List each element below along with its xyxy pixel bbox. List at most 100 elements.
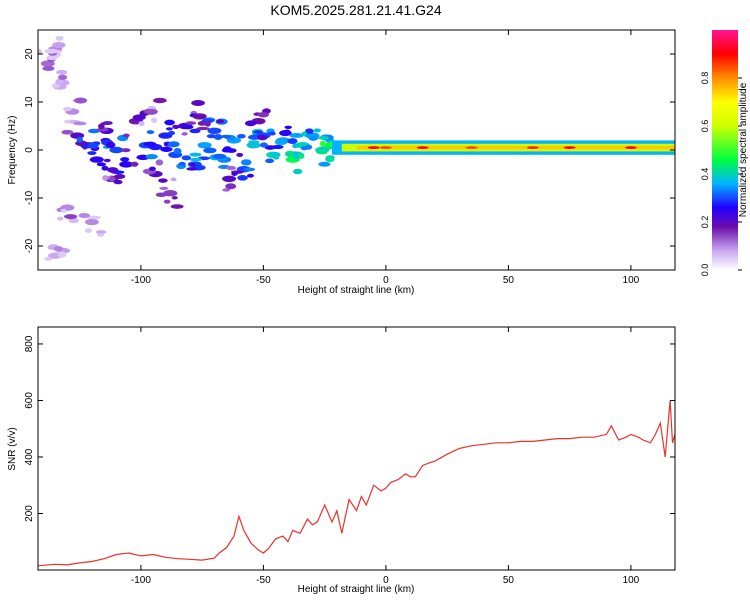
spectrogram-speckle: [236, 134, 246, 139]
ridge-peak: [563, 146, 576, 150]
spectrogram-speckle: [173, 148, 182, 155]
spectrogram-speckle: [63, 106, 72, 112]
spectrogram-speckle: [204, 120, 211, 127]
x-tick-label: -50: [256, 575, 271, 586]
ridge-peak: [416, 146, 429, 150]
snr-frame: [37, 326, 676, 571]
spectrogram-speckle: [237, 175, 248, 181]
spectrogram-speckle: [185, 121, 197, 125]
spectrogram-speckle: [84, 228, 93, 234]
x-tick-label: -100: [131, 575, 151, 586]
spectrogram-speckle: [189, 128, 201, 134]
snr-panel: -100 -50 0 50 100 200 400 600 800 Height of str…: [7, 326, 676, 595]
spectrogram-speckle: [319, 140, 326, 147]
y-tick-label: 200: [24, 505, 35, 522]
spectrogram-speckle: [113, 179, 123, 185]
spectrogram-speckle: [298, 152, 305, 159]
spectrogram-speckle: [265, 158, 275, 164]
spectrogram-speckle: [317, 136, 330, 140]
colorbar-tick-label: 0.4: [700, 168, 710, 181]
x-tick-label: 100: [623, 575, 640, 586]
spectrogram-speckle: [257, 134, 268, 141]
spectrogram-blob: [40, 60, 55, 67]
spectrogram-speckle: [132, 114, 146, 121]
spectrogram-speckle: [95, 230, 107, 234]
spectrogram-speckle: [108, 176, 116, 182]
colorbar-tick-label: 0.0: [700, 264, 710, 277]
spectrogram-speckle: [226, 165, 237, 171]
spectrogram-speckle: [213, 133, 223, 140]
spectrogram-speckle: [222, 188, 231, 192]
spectrogram-speckle: [150, 117, 158, 123]
spectrogram-speckle: [48, 49, 62, 54]
spectrogram-speckle: [145, 153, 158, 160]
spectrogram-speckle: [191, 100, 205, 107]
spectrogram-blob: [109, 146, 124, 154]
spectrogram-speckle: [225, 183, 237, 190]
spectrogram-speckle: [197, 121, 207, 126]
spectrogram-speckle: [159, 186, 169, 190]
spectrogram-speckle: [216, 119, 225, 124]
spectrogram-speckle: [146, 130, 155, 135]
spectrogram-speckle: [289, 133, 304, 138]
spectrogram-speckle: [138, 121, 145, 127]
spectrogram-speckle: [52, 42, 66, 49]
spectrogram-speckle: [231, 172, 238, 176]
spectrogram-speckle: [155, 192, 167, 198]
spectrogram-speckle: [313, 128, 322, 133]
spectrogram-speckle: [186, 167, 198, 171]
spectrogram-speckle: [284, 125, 292, 129]
colorbar-label: Normalized spectral amplitude: [738, 82, 749, 217]
spectrogram-speckle: [293, 168, 303, 175]
snr-ylabel: SNR (v/v): [7, 427, 18, 470]
ridge-peak: [367, 146, 380, 150]
spectrogram-speckle: [189, 157, 203, 162]
y-tick-label: 10: [24, 96, 35, 108]
spectrogram-blob: [84, 218, 99, 226]
spectrogram-speckle: [283, 129, 291, 135]
spectrogram-speckle: [268, 131, 276, 136]
spectrogram-speckle: [76, 136, 83, 143]
colorbar-tick-label: 0.2: [700, 216, 710, 229]
spectrogram-speckle: [102, 175, 109, 181]
ridge-peak: [624, 146, 637, 150]
x-tick-label: 0: [383, 275, 389, 286]
spectrogram-speckle: [221, 134, 231, 139]
spectrogram-speckle: [271, 144, 284, 150]
spectrogram-speckle: [203, 147, 217, 154]
spectrogram-speckle: [56, 69, 68, 75]
spectrogram-speckle: [221, 148, 232, 153]
spectrogram-speckle: [64, 214, 78, 220]
spectrogram-speckle: [143, 141, 157, 147]
spectrogram-speckle: [42, 66, 55, 71]
spectrogram-speckle: [107, 167, 119, 173]
spectrogram-speckle: [58, 74, 68, 81]
spectrogram-speckle: [120, 157, 130, 162]
ridge-peak: [465, 146, 478, 150]
spectrogram-speckle: [240, 159, 252, 166]
spectrogram-blob: [222, 175, 237, 182]
spectrogram-speckle: [105, 141, 116, 149]
spectrogram-speckle: [158, 178, 168, 183]
spectrogram-speckle: [284, 150, 295, 158]
spectrogram-speckle: [181, 124, 194, 130]
colorbar-gradient: [712, 30, 738, 270]
spectrogram-speckle: [74, 97, 88, 104]
spectrogram-speckle: [253, 130, 263, 134]
y-tick-label: 20: [24, 48, 35, 60]
y-tick-label: 0: [24, 147, 35, 153]
spectrogram-speckle: [61, 129, 74, 135]
y-tick-label: 800: [24, 335, 35, 352]
spectrogram-speckle: [164, 119, 175, 126]
spectrogram-speckle: [325, 156, 335, 163]
spectrogram-speckle: [196, 126, 210, 131]
spectrogram-speckle: [44, 257, 53, 261]
colorbar: 0.0 0.2 0.4 0.6 0.8 Normalized spectral ampl…: [700, 30, 749, 276]
ridge-peak: [379, 146, 392, 150]
y-tick-label: 600: [24, 392, 35, 409]
spectrogram-speckle: [122, 133, 130, 138]
snr-series-line: [38, 400, 675, 567]
spectrogram-speckle: [212, 153, 227, 159]
